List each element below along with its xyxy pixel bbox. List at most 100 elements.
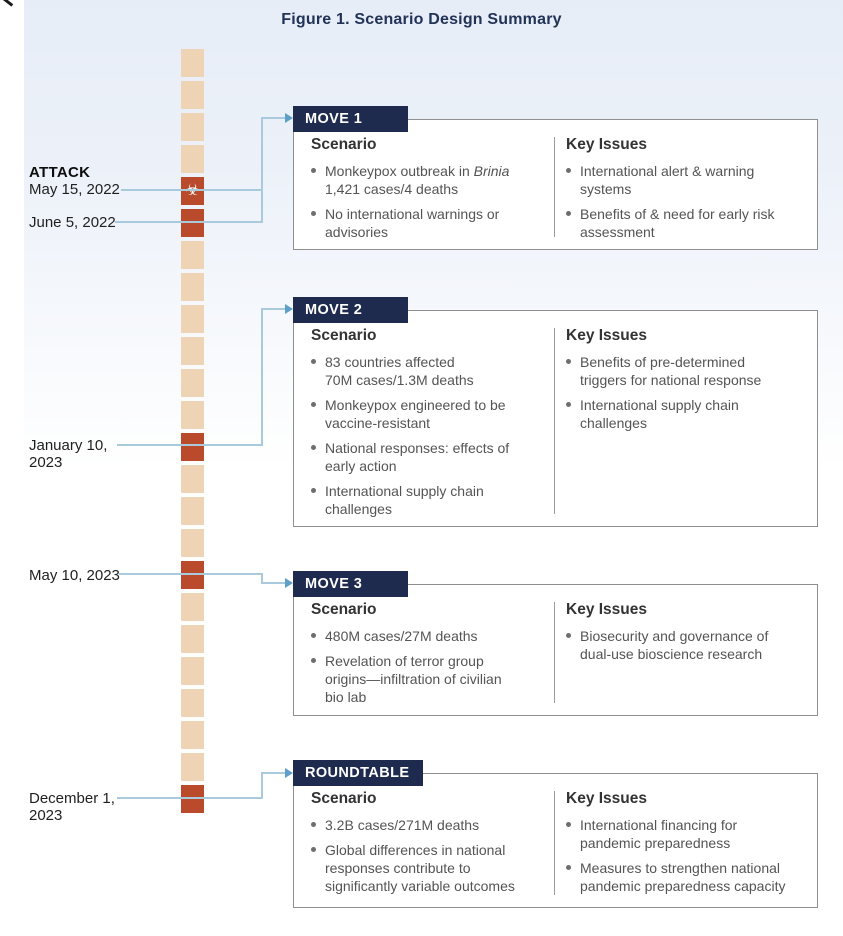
bullet-dot — [311, 359, 316, 364]
bullet-item: Benefits of & need for early risk assess… — [566, 205, 808, 241]
move2-column-divider — [554, 328, 555, 514]
bullet-item: Revelation of terror group origins—infil… — [311, 652, 546, 706]
move1-header: MOVE 1 — [293, 106, 408, 132]
scenario-heading: Scenario — [311, 136, 377, 153]
move2-header: MOVE 2 — [293, 297, 408, 323]
scan-artifact — [0, 0, 14, 7]
bullet-dot — [311, 402, 316, 407]
timeline-cell — [181, 401, 204, 429]
bullet-item: Measures to strengthen national pandemic… — [566, 859, 808, 895]
connector-jan10-line — [117, 444, 261, 446]
arrow-into-move2 — [285, 304, 293, 314]
date-january-10: January 10, — [29, 437, 108, 454]
bullet-item: 480M cases/27M deaths — [311, 627, 546, 645]
roundtable-header: ROUNDTABLE — [293, 760, 424, 786]
timeline-cell — [181, 657, 204, 685]
bullet-dot — [311, 211, 316, 216]
bullet-item: Biosecurity and governance of dual-use b… — [566, 627, 808, 663]
bullet-item: International alert & warning systems — [566, 162, 808, 198]
bullet-dot — [311, 658, 316, 663]
bullet-dot — [566, 211, 571, 216]
timeline-event-cell — [181, 561, 204, 589]
timeline-cell — [181, 625, 204, 653]
move1-box: MOVE 1 Scenario Monkeypox outbreak in Br… — [293, 106, 818, 250]
scenario-heading: Scenario — [311, 327, 377, 344]
connector-move1-stub — [261, 117, 287, 119]
connector-move2-stub — [261, 308, 287, 310]
roundtable-column-divider — [554, 791, 555, 895]
bullet-dot — [566, 822, 571, 827]
bullet-dot — [311, 168, 316, 173]
connector-may10-line — [119, 573, 261, 575]
timeline-cell — [181, 273, 204, 301]
connector-move1-vertical — [261, 117, 263, 223]
arrow-into-move3 — [285, 578, 293, 588]
timeline-event-cell — [181, 209, 204, 237]
move2-box: MOVE 2 Scenario 83 countries affected 70… — [293, 297, 818, 527]
date-may-10-2023: May 10, 2023 — [29, 567, 120, 584]
bullet-dot — [311, 822, 316, 827]
timeline-bar: ☣ — [181, 49, 204, 819]
connector-roundtable-stub — [261, 772, 287, 774]
timeline-cell — [181, 49, 204, 77]
bullet-dot — [311, 488, 316, 493]
move1-scenario-column: Scenario Monkeypox outbreak in Brinia 1,… — [311, 136, 546, 248]
date-january-10-year: 2023 — [29, 454, 63, 471]
connector-move2-vertical — [261, 308, 263, 446]
bullet-dot — [566, 359, 571, 364]
timeline-cell — [181, 721, 204, 749]
bullet-item: Benefits of pre-determined triggers for … — [566, 353, 808, 389]
scenario-heading: Scenario — [311, 601, 377, 618]
timeline-cell — [181, 593, 204, 621]
timeline-attack-cell-biohazard-icon: ☣ — [181, 177, 204, 205]
roundtable-box: ROUNDTABLE Scenario 3.2B cases/271M deat… — [293, 760, 818, 908]
bullet-item: Monkeypox outbreak in Brinia 1,421 cases… — [311, 162, 546, 198]
bullet-dot — [311, 633, 316, 638]
timeline-cell — [181, 145, 204, 173]
roundtable-key-issues-column: Key Issues International financing for p… — [566, 790, 808, 902]
bullet-item: 83 countries affected 70M cases/1.3M dea… — [311, 353, 546, 389]
timeline-label-december-1-2023: December 1, 2023 — [29, 790, 139, 824]
connector-dec1-line — [117, 797, 261, 799]
timeline-cell — [181, 689, 204, 717]
move3-header: MOVE 3 — [293, 571, 408, 597]
timeline-cell — [181, 337, 204, 365]
timeline-cell — [181, 305, 204, 333]
bullet-dot — [566, 865, 571, 870]
timeline-cell — [181, 529, 204, 557]
bullet-item: Global differences in national responses… — [311, 841, 546, 895]
move2-key-issues-column: Key Issues Benefits of pre-determined tr… — [566, 327, 808, 439]
bullet-dot — [566, 168, 571, 173]
move3-box: MOVE 3 Scenario 480M cases/27M deaths Re… — [293, 571, 818, 716]
scenario-heading: Scenario — [311, 790, 377, 807]
connector-move3-vertical — [261, 573, 263, 584]
date-june-5-2022: June 5, 2022 — [29, 214, 116, 231]
arrow-into-roundtable — [285, 768, 293, 778]
connector-move3-stub — [261, 582, 287, 584]
date-may-15-2022: May 15, 2022 — [29, 181, 120, 198]
bullet-item: 3.2B cases/271M deaths — [311, 816, 546, 834]
key-issues-heading: Key Issues — [566, 136, 647, 153]
date-december-1: December 1, — [29, 790, 115, 807]
bullet-dot — [311, 445, 316, 450]
bullet-item: International supply chain challenges — [311, 482, 546, 518]
bullet-dot — [566, 633, 571, 638]
connector-may15-line — [121, 189, 261, 191]
timeline-cell — [181, 81, 204, 109]
bullet-dot — [311, 847, 316, 852]
attack-label: ATTACK — [29, 164, 91, 181]
move1-column-divider — [554, 137, 555, 237]
bullet-item: International financing for pandemic pre… — [566, 816, 808, 852]
timeline-cell — [181, 497, 204, 525]
timeline-event-cell — [181, 433, 204, 461]
timeline-event-cell — [181, 785, 204, 813]
timeline-cell — [181, 753, 204, 781]
timeline-label-june-5-2022: June 5, 2022 — [29, 214, 139, 231]
timeline-cell — [181, 241, 204, 269]
move1-key-issues-column: Key Issues International alert & warning… — [566, 136, 808, 248]
bullet-item: International supply chain challenges — [566, 396, 808, 432]
figure-title: Figure 1. Scenario Design Summary — [281, 11, 562, 28]
timeline-label-may-10-2023: May 10, 2023 — [29, 567, 139, 584]
connector-june5-line — [115, 221, 261, 223]
timeline-cell — [181, 113, 204, 141]
